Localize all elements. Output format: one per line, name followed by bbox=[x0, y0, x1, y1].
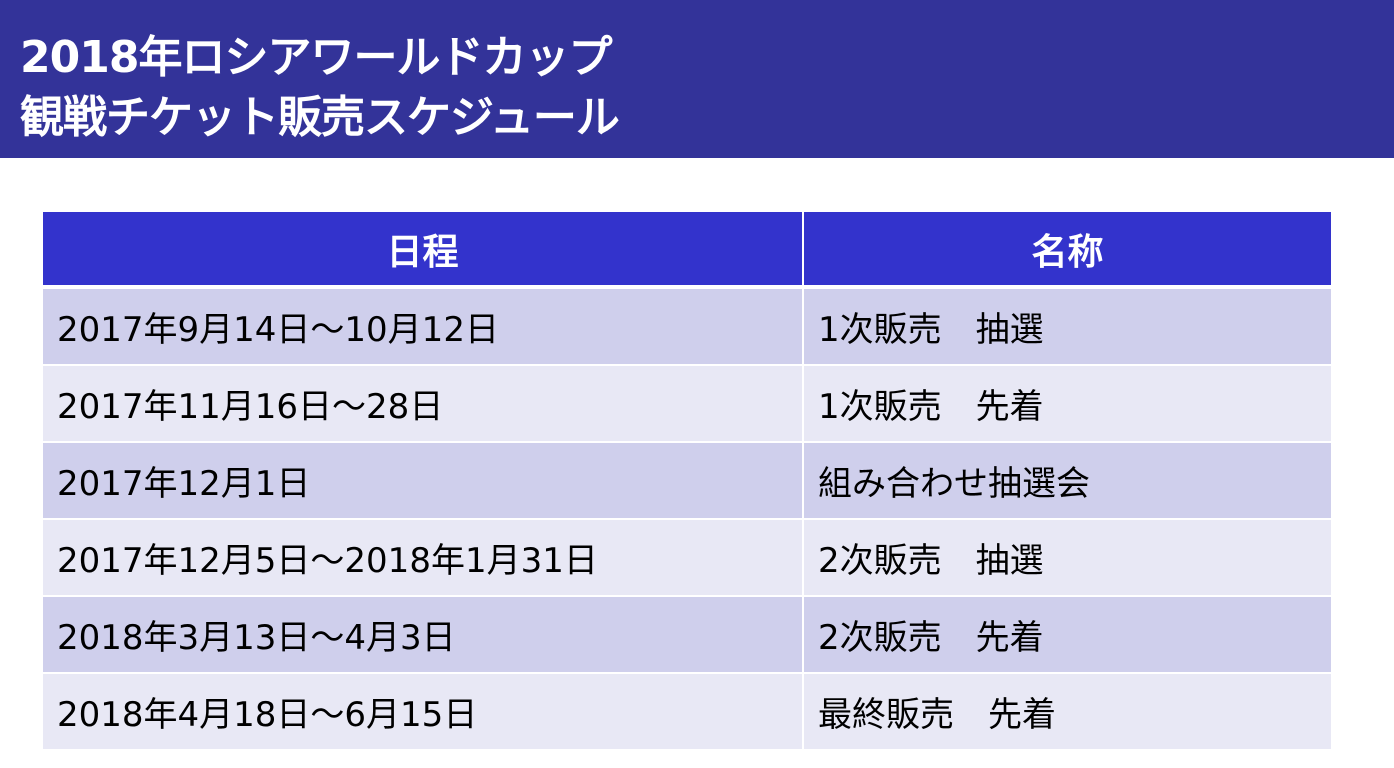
event-name-cell: 組み合わせ抽選会 bbox=[803, 442, 1331, 520]
event-name-cell: 1次販売 先着 bbox=[803, 365, 1331, 443]
date-cell: 2017年11月16日～28日 bbox=[43, 365, 804, 443]
event-name-cell: 最終販売 先着 bbox=[803, 673, 1331, 751]
table-row: 2017年12月5日～2018年1月31日 2次販売 抽選 bbox=[43, 519, 1331, 597]
date-cell: 2018年3月13日～4月3日 bbox=[43, 596, 804, 674]
date-cell: 2017年9月14日～10月12日 bbox=[43, 287, 804, 366]
table-row: 2017年11月16日～28日 1次販売 先着 bbox=[43, 365, 1331, 443]
date-cell: 2018年4月18日～6月15日 bbox=[43, 673, 804, 751]
column-header-date: 日程 bbox=[43, 212, 804, 289]
date-cell: 2017年12月1日 bbox=[43, 442, 804, 520]
table-row: 2017年9月14日～10月12日 1次販売 抽選 bbox=[43, 287, 1331, 366]
date-cell: 2017年12月5日～2018年1月31日 bbox=[43, 519, 804, 597]
title-banner: 2018年ロシアワールドカップ 観戦チケット販売スケジュール bbox=[0, 0, 1394, 158]
event-name-cell: 1次販売 抽選 bbox=[803, 287, 1331, 366]
table-header-row: 日程 名称 bbox=[43, 212, 1331, 289]
table-row: 2018年4月18日～6月15日 最終販売 先着 bbox=[43, 673, 1331, 751]
table-row: 2018年3月13日～4月3日 2次販売 先着 bbox=[43, 596, 1331, 674]
event-name-cell: 2次販売 抽選 bbox=[803, 519, 1331, 597]
schedule-table: 日程 名称 2017年9月14日～10月12日 1次販売 抽選 2017年11月… bbox=[43, 212, 1331, 751]
column-header-name: 名称 bbox=[803, 212, 1331, 289]
table-row: 2017年12月1日 組み合わせ抽選会 bbox=[43, 442, 1331, 520]
event-name-cell: 2次販売 先着 bbox=[803, 596, 1331, 674]
page-title-line-1: 2018年ロシアワールドカップ bbox=[20, 32, 612, 83]
page-title-line-2: 観戦チケット販売スケジュール bbox=[20, 92, 620, 143]
